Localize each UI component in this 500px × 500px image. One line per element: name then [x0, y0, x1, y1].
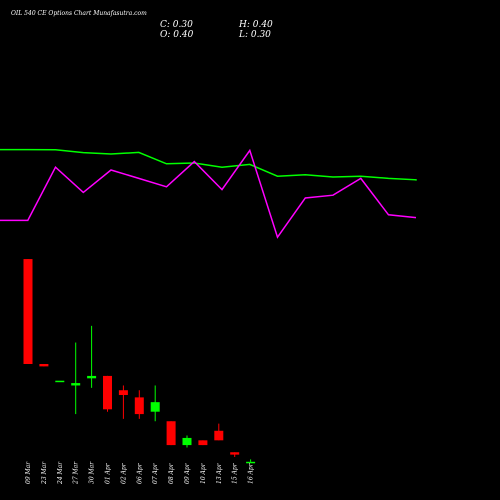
open-value: O: 0.40 [160, 30, 194, 40]
x-tick-label: 08 Apr [168, 462, 175, 484]
candle-body [23, 259, 33, 364]
x-tick-label: 02 Apr [120, 462, 127, 484]
x-tick-label: 24 Mar [57, 461, 64, 485]
x-tick-label: 23 Mar [41, 461, 48, 485]
green-line [0, 148, 417, 181]
x-tick-label: 30 Mar [89, 461, 96, 484]
high-value: H: 0.40 [239, 20, 273, 30]
x-tick-label: 09 Apr [184, 462, 191, 484]
candle-body [87, 375, 97, 379]
x-tick-label: 10 Apr [200, 462, 207, 484]
x-tick-label: 09 Mar [25, 461, 32, 484]
candle-body [103, 375, 112, 410]
candle-body [134, 397, 144, 415]
candle-body [71, 383, 81, 386]
magenta-line [0, 148, 417, 239]
candle-body [166, 421, 176, 446]
x-tick-label: 06 Apr [136, 462, 143, 484]
x-tick-label: 07 Apr [152, 462, 159, 484]
candle-body [118, 390, 128, 396]
x-tick-label: 27 Mar [73, 461, 80, 485]
candle-body [39, 364, 49, 367]
x-tick-label: 15 Apr [232, 462, 239, 484]
x-tick-label: 13 Apr [216, 462, 223, 484]
candle-body [246, 461, 256, 464]
close-value: C: 0.30 [160, 20, 193, 30]
candle-body [55, 380, 65, 383]
low-value: L: 0.30 [239, 30, 271, 40]
candle-body [182, 437, 192, 446]
candle-body [230, 452, 240, 455]
candle-body [214, 430, 224, 441]
x-tick-label: 01 Apr [105, 462, 112, 484]
chart-title: OIL 540 CE Options Chart Munafasutra.com [11, 10, 147, 17]
candle-body [150, 402, 160, 412]
candle-body [198, 440, 208, 446]
x-tick-label: 16 Apr [248, 462, 255, 484]
